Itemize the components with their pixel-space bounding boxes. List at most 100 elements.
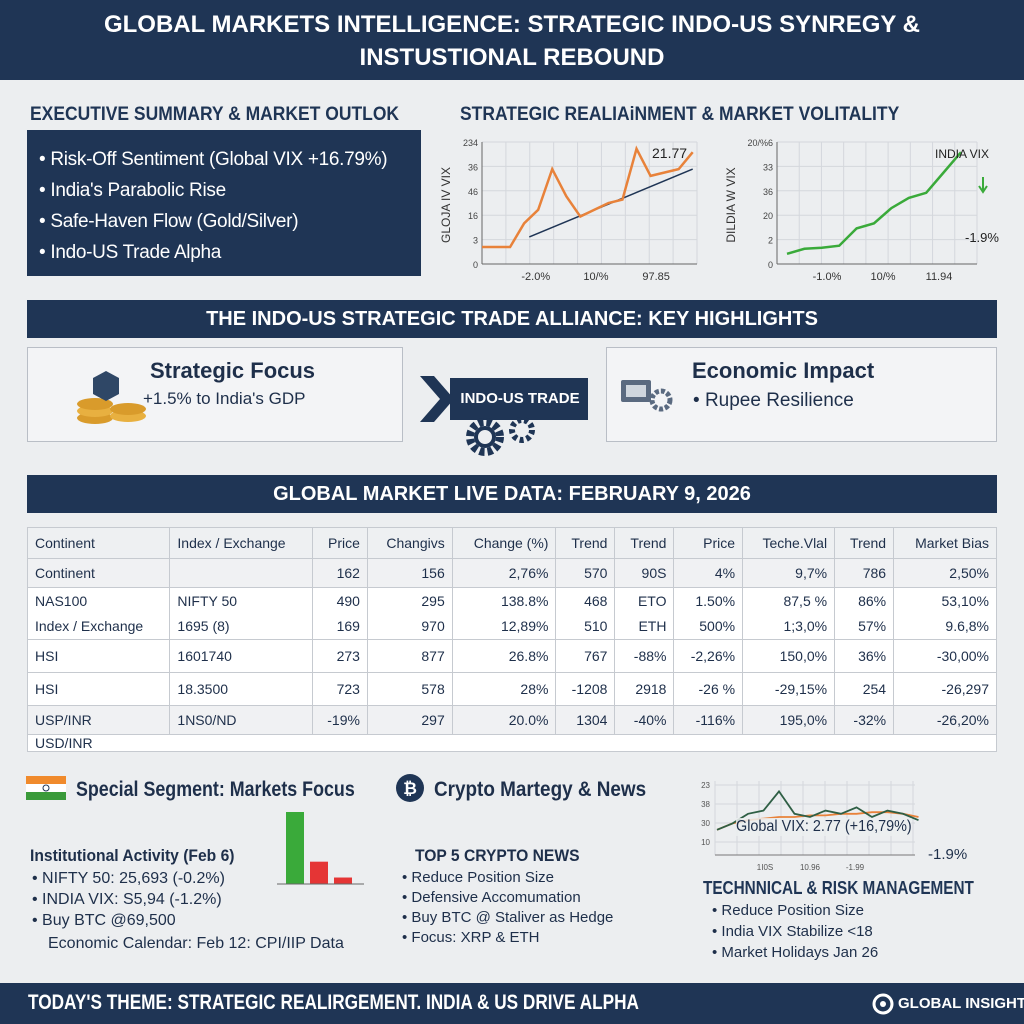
table-cell: -32%	[834, 705, 895, 735]
page-title-line1: GLOBAL MARKETS INTELLIGENCE: STRATEGIC I…	[103, 11, 921, 38]
inst-item: INDIA VIX: S5,94 (-1.2%)	[32, 889, 225, 910]
table-cell: 36%	[834, 639, 895, 673]
y-tick-label: 30	[701, 819, 710, 828]
table-cell: 28%	[451, 672, 557, 706]
table-cell: 138.8%	[451, 587, 557, 614]
y-tick-label: 38	[701, 800, 710, 809]
table-cell: 970	[366, 613, 453, 640]
risk-item: Reduce Position Size	[712, 900, 878, 921]
economic-impact-bullet: • Rupee Resilience	[693, 390, 854, 411]
economic-impact-card: Economic Impact • Rupee Resilience	[606, 347, 997, 442]
arrow-shape	[420, 376, 588, 422]
table-cell: ETH	[614, 613, 675, 640]
table-row: NAS100 NIFTY 50 490 295 138.8% 468 ETO 1.50% 87,…	[26, 587, 997, 614]
bitcoin-icon: ₿	[396, 774, 424, 802]
table-cell: 786	[834, 558, 895, 588]
table-cell: 87,5 %	[742, 587, 836, 614]
institutional-bar-chart	[277, 812, 364, 885]
x-tick-label: 97.85	[642, 271, 670, 283]
table-cell: 1695 (8)	[169, 613, 313, 640]
strategic-focus-title: Strategic Focus	[150, 358, 316, 383]
table-cell: -2,26%	[673, 639, 744, 673]
column-header: Trend	[555, 527, 616, 559]
vix-line	[482, 145, 694, 249]
news-item: Reduce Position Size	[402, 868, 613, 888]
risk-item: Market Holidays Jan 26	[712, 942, 878, 963]
footer: TODAY'S THEME: STRATEGIC REALIRGEMENT. I…	[0, 983, 1024, 1024]
table-cell: Continent	[26, 558, 171, 588]
x-tick-label: 10.96	[800, 863, 821, 872]
table-cell: 578	[366, 672, 453, 706]
column-header: Index / Exchange	[169, 527, 313, 559]
table-cell: 295	[366, 587, 453, 614]
exec-item: India's Parabolic Rise	[39, 175, 409, 206]
table-cell: 1;3,0%	[742, 613, 836, 640]
table-cell: -29,15%	[742, 672, 836, 706]
table-cell: 570	[555, 558, 616, 588]
table-cell: 156	[366, 558, 453, 588]
table-cell	[169, 558, 313, 588]
table-cell: -30,00%	[893, 639, 997, 673]
table-cell: 1304	[555, 705, 616, 735]
column-header: Continent	[26, 527, 171, 559]
y-tick-label: 33	[763, 162, 773, 172]
table-cell: 490	[311, 587, 368, 614]
column-header: Market Bias	[893, 527, 997, 559]
table-cell: 468	[555, 587, 616, 614]
inst-item: Buy BTC @69,500	[32, 910, 225, 931]
table-cell: 767	[555, 639, 616, 673]
crypto-heading: Crypto Martegy & News	[434, 778, 647, 801]
page-header: GLOBAL MARKETS INTELLIGENCE: STRATEGIC I…	[0, 0, 1024, 80]
table-cell: 510	[555, 613, 616, 640]
coins-icon	[77, 371, 146, 424]
crypto-news-list: Reduce Position Size Defensive Accomumat…	[402, 868, 613, 948]
table-cell: HSI	[26, 672, 171, 706]
table-cell: 500%	[673, 613, 744, 640]
exec-summary-box: Risk-Off Sentiment (Global VIX +16.79%) …	[27, 130, 421, 276]
column-header: Price	[673, 527, 744, 559]
table-cell: 1NS0/ND	[169, 705, 313, 735]
table-row: USP/INR 1NS0/ND -19% 297 20.0% 1304 -40% -116% 1…	[26, 705, 997, 735]
x-tick-label: 1I0S	[757, 863, 773, 872]
chart-annotation: INDIA VIX	[935, 147, 989, 161]
y-tick-label: 20/%6	[747, 138, 773, 148]
table-cell: 162	[311, 558, 368, 588]
y-axis-label: GLOJA IV VIX	[440, 167, 453, 243]
table-cell: 2,50%	[893, 558, 997, 588]
table-cell: ETO	[614, 587, 675, 614]
green-line	[716, 789, 919, 831]
table-row: Continent 162 156 2,76% 570 90S 4% 9,7% 786 2,50%	[26, 558, 997, 588]
global-vix-change: -1.9%	[928, 846, 968, 863]
news-item: Focus: XRP & ETH	[402, 928, 613, 948]
table-cell: 254	[834, 672, 895, 706]
rupee-resilience: Rupee Resilience	[704, 390, 854, 411]
table-cell: 18.3500	[169, 672, 313, 706]
economic-impact-title: Economic Impact	[692, 358, 875, 383]
table-cell: -26,297	[893, 672, 997, 706]
volatility-heading: STRATEGIC REALIAiNMENT & MARKET VOLITALI…	[460, 104, 900, 125]
exec-item: Indo-US Trade Alpha	[39, 237, 409, 268]
table-cell: USD/INR	[27, 734, 997, 752]
table-cell: 273	[311, 639, 368, 673]
risk-item: India VIX Stabilize <18	[712, 921, 878, 942]
y-tick-label: 16	[468, 211, 478, 221]
global-vix-chart: 234 36 46 16 3 0 -2.0% 10/% 97.85 GLOJA IV VIX 21.…	[440, 138, 698, 283]
table-cell: 4%	[673, 558, 744, 588]
x-tick-label: 11.94	[926, 271, 953, 283]
y-tick-label: 36	[763, 187, 773, 197]
x-tick-label: -2.0%	[521, 271, 550, 283]
live-data-banner: GLOBAL MARKET LIVE DATA: FEBRUARY 9, 202…	[27, 475, 997, 513]
table-cell: -116%	[673, 705, 744, 735]
indo-us-trade-label: INDO-US TRADE	[460, 390, 580, 407]
table-cell: -1208	[555, 672, 616, 706]
table-cell: -88%	[614, 639, 675, 673]
y-tick-label: 10	[701, 838, 710, 847]
y-tick-label: 46	[468, 187, 478, 197]
todays-theme: TODAY'S THEME: STRATEGIC REALIRGEMENT. I…	[28, 991, 639, 1014]
exec-heading: EXECUTIVE SUMMARY & MARKET OUTLOK	[30, 104, 400, 125]
table-row: Index / Exchange 1695 (8) 169 970 12,89% 510 E…	[26, 613, 997, 640]
exec-item: Safe-Haven Flow (Gold/Silver)	[39, 206, 409, 237]
column-header: Trend	[834, 527, 895, 559]
column-header: Price	[311, 527, 368, 559]
